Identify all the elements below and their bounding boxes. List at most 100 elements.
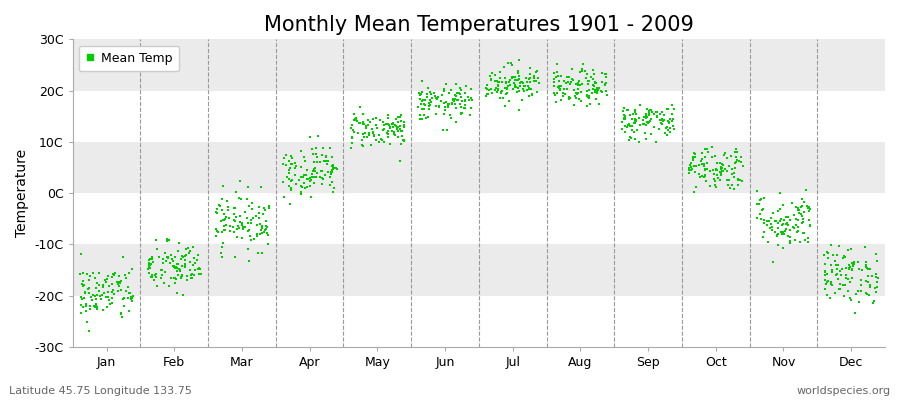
Point bbox=[348, 117, 363, 123]
Point bbox=[253, 221, 267, 227]
Point bbox=[356, 121, 370, 128]
Point bbox=[449, 119, 464, 125]
Point bbox=[227, 205, 241, 211]
Point bbox=[298, 185, 312, 191]
Point bbox=[491, 87, 506, 93]
Point bbox=[491, 79, 506, 86]
Point bbox=[415, 78, 429, 84]
Point bbox=[845, 274, 859, 281]
Point bbox=[644, 109, 659, 116]
Point bbox=[846, 262, 860, 268]
Point bbox=[789, 222, 804, 228]
Point bbox=[87, 303, 102, 309]
Point bbox=[841, 276, 855, 282]
Point bbox=[661, 127, 675, 133]
Point bbox=[178, 260, 193, 267]
Point bbox=[174, 275, 188, 281]
Point bbox=[366, 116, 381, 122]
Point bbox=[517, 83, 531, 90]
Point bbox=[229, 254, 243, 260]
Point bbox=[78, 288, 93, 295]
Point bbox=[514, 79, 528, 86]
Point bbox=[773, 206, 788, 212]
Point bbox=[507, 80, 521, 86]
Point bbox=[698, 146, 712, 153]
Point bbox=[241, 219, 256, 226]
Point bbox=[495, 88, 509, 94]
Point bbox=[515, 79, 529, 85]
Point bbox=[391, 114, 405, 120]
Point bbox=[156, 260, 170, 266]
Point bbox=[713, 160, 727, 166]
Point bbox=[452, 90, 466, 97]
Point bbox=[369, 122, 383, 128]
Point bbox=[325, 169, 339, 176]
Point bbox=[180, 277, 194, 284]
Point bbox=[642, 112, 656, 118]
Point bbox=[304, 146, 319, 152]
Point bbox=[168, 254, 183, 260]
Point bbox=[88, 304, 103, 310]
Point bbox=[569, 90, 583, 97]
Point bbox=[261, 241, 275, 248]
Point bbox=[595, 79, 609, 85]
Point bbox=[191, 266, 205, 273]
Point bbox=[839, 272, 853, 278]
Point bbox=[667, 106, 681, 112]
Point bbox=[117, 272, 131, 278]
Point bbox=[382, 134, 396, 140]
Point bbox=[860, 273, 875, 279]
Point bbox=[512, 106, 526, 113]
Point bbox=[142, 256, 157, 262]
Point bbox=[865, 273, 879, 280]
Point bbox=[522, 76, 536, 82]
Point bbox=[362, 130, 376, 137]
Point bbox=[803, 222, 817, 228]
Point bbox=[412, 112, 427, 118]
Point bbox=[725, 182, 740, 188]
Point bbox=[821, 250, 835, 257]
Point bbox=[311, 133, 326, 140]
Point bbox=[654, 121, 669, 127]
Point bbox=[853, 276, 868, 283]
Point bbox=[622, 137, 636, 143]
Point bbox=[851, 288, 866, 294]
Point bbox=[117, 295, 131, 302]
Point bbox=[695, 161, 709, 168]
Point bbox=[76, 283, 90, 290]
Point bbox=[104, 288, 119, 295]
Point bbox=[346, 135, 360, 141]
Point bbox=[859, 263, 873, 270]
Point bbox=[255, 250, 269, 256]
Point bbox=[868, 285, 882, 291]
Point bbox=[649, 139, 663, 145]
Point bbox=[259, 222, 274, 229]
Point bbox=[664, 102, 679, 108]
Point bbox=[391, 119, 405, 125]
Point bbox=[688, 169, 702, 176]
Point bbox=[307, 179, 321, 186]
Point bbox=[284, 178, 298, 184]
Point bbox=[191, 252, 205, 258]
Point bbox=[153, 275, 167, 281]
Point bbox=[792, 207, 806, 213]
Point bbox=[481, 91, 495, 97]
Point bbox=[247, 236, 261, 242]
Point bbox=[417, 106, 431, 112]
Point bbox=[257, 207, 272, 213]
Point bbox=[562, 94, 576, 100]
Point bbox=[491, 86, 505, 92]
Point bbox=[693, 158, 707, 164]
Point bbox=[617, 105, 632, 111]
Point bbox=[661, 118, 675, 124]
Point bbox=[869, 274, 884, 280]
Point bbox=[617, 123, 632, 129]
Point bbox=[359, 122, 374, 129]
Point bbox=[387, 132, 401, 138]
Point bbox=[649, 109, 663, 115]
Point bbox=[346, 129, 361, 136]
Point bbox=[735, 178, 750, 184]
Point bbox=[685, 166, 699, 172]
Point bbox=[86, 292, 100, 298]
Point bbox=[821, 255, 835, 261]
